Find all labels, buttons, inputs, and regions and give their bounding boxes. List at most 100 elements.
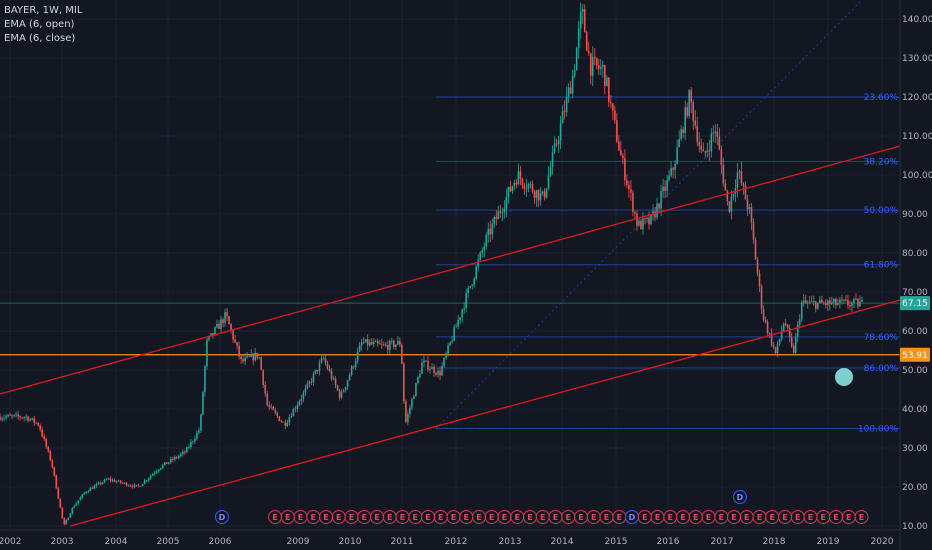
candle-body bbox=[427, 361, 429, 370]
candle-body bbox=[23, 417, 25, 419]
candle-body bbox=[306, 383, 309, 389]
candle-body bbox=[523, 185, 526, 189]
candle-body bbox=[368, 342, 371, 346]
candle-body bbox=[350, 366, 353, 375]
candle-body bbox=[495, 216, 498, 220]
candle-body bbox=[194, 438, 196, 442]
fibonacci-retracement: 23.60% 38.20% 50.00% 61.80% 78.60% 86.00% 100.… bbox=[435, 0, 900, 435]
candle-body bbox=[180, 453, 182, 456]
candle-body bbox=[812, 301, 815, 302]
candle-body bbox=[425, 360, 427, 362]
candle-body bbox=[706, 150, 709, 153]
time-axis[interactable]: 2002 2003 2004 2005 2006 2009 2010 2011 2012 2013… bbox=[0, 529, 900, 547]
marker-circle bbox=[835, 368, 853, 386]
candle-body bbox=[308, 381, 311, 384]
candles bbox=[0, 2, 863, 526]
candle-body bbox=[320, 358, 323, 363]
candle-body bbox=[248, 356, 250, 358]
candle-body bbox=[276, 412, 279, 417]
candle-body bbox=[708, 150, 711, 152]
time-tick-label: 2010 bbox=[339, 537, 362, 547]
candle-body bbox=[3, 417, 5, 419]
candle-body bbox=[67, 517, 70, 521]
candle-body bbox=[601, 65, 604, 68]
candle-body bbox=[280, 420, 283, 422]
event-marker-label: E bbox=[515, 513, 520, 522]
candle-body bbox=[762, 308, 765, 320]
candle-body bbox=[178, 455, 180, 458]
price-tick-label: 80.00 bbox=[902, 249, 928, 259]
fib-trend-line bbox=[435, 0, 863, 429]
price-axis[interactable]: 10.00 20.00 30.00 40.00 50.00 60.00 70.00 80.00… bbox=[899, 0, 932, 550]
candle-body bbox=[0, 416, 1, 420]
candle-body bbox=[370, 342, 373, 345]
candle-body bbox=[338, 390, 341, 398]
candle-body bbox=[441, 365, 443, 376]
candle-body bbox=[853, 298, 855, 303]
event-marker-label: E bbox=[821, 513, 826, 522]
candle-body bbox=[449, 342, 451, 346]
candle-body bbox=[527, 184, 530, 189]
candle-body bbox=[336, 385, 339, 391]
candle-body bbox=[591, 57, 594, 76]
candle-body bbox=[597, 65, 600, 69]
earnings-marker bbox=[854, 510, 869, 524]
candle-body bbox=[722, 164, 725, 184]
candle-body bbox=[362, 342, 365, 344]
event-marker-label: E bbox=[272, 513, 277, 522]
candle-body bbox=[129, 485, 132, 487]
candle-body bbox=[800, 302, 803, 320]
candle-body bbox=[569, 87, 572, 94]
candle-body bbox=[535, 190, 538, 199]
candle-body bbox=[481, 250, 484, 253]
candle-body bbox=[73, 505, 76, 508]
candle-body bbox=[13, 414, 15, 416]
candle-body bbox=[778, 338, 781, 344]
candle-body bbox=[1, 418, 3, 420]
candle-body bbox=[829, 300, 831, 305]
legend-ema-open[interactable]: EMA (6, open) bbox=[4, 19, 75, 30]
candle-body bbox=[561, 111, 564, 124]
candle-body bbox=[123, 482, 126, 484]
candle-body bbox=[294, 408, 297, 410]
candle-body bbox=[738, 171, 741, 173]
candle-body bbox=[501, 212, 504, 214]
candle-body bbox=[571, 75, 574, 94]
candle-body bbox=[674, 163, 676, 170]
legend-symbol[interactable]: BAYER, 1W, MIL bbox=[4, 5, 83, 16]
candle-body bbox=[127, 485, 130, 487]
candle-body bbox=[105, 479, 108, 481]
candle-body bbox=[198, 430, 200, 433]
candle-body bbox=[208, 336, 210, 340]
candle-body bbox=[515, 182, 518, 185]
candle-body bbox=[608, 77, 610, 103]
candle-body bbox=[768, 333, 771, 334]
candle-body bbox=[529, 183, 532, 185]
candle-body bbox=[421, 362, 423, 374]
candle-body bbox=[656, 203, 658, 218]
candle-body bbox=[19, 416, 21, 418]
event-marker-label: E bbox=[770, 513, 775, 522]
candle-body bbox=[845, 299, 847, 301]
candle-body bbox=[268, 405, 271, 407]
candle-body bbox=[855, 298, 857, 300]
candle-body bbox=[37, 422, 39, 426]
candle-body bbox=[714, 131, 717, 133]
candle-body bbox=[318, 362, 321, 372]
candle-body bbox=[823, 302, 825, 304]
candle-body bbox=[841, 299, 843, 301]
candle-body bbox=[698, 141, 701, 146]
horizontal-lines bbox=[0, 302, 900, 356]
candle-body bbox=[551, 152, 554, 168]
candle-body bbox=[567, 87, 570, 97]
event-marker-label: E bbox=[795, 513, 800, 522]
candle-body bbox=[216, 323, 218, 328]
candle-body bbox=[69, 513, 72, 518]
candle-body bbox=[304, 388, 307, 393]
time-tick-label: 2005 bbox=[157, 537, 180, 547]
candle-body bbox=[326, 363, 329, 369]
candle-body bbox=[334, 378, 337, 386]
candle-body bbox=[135, 484, 138, 486]
legend-ema-close[interactable]: EMA (6, close) bbox=[4, 33, 76, 44]
